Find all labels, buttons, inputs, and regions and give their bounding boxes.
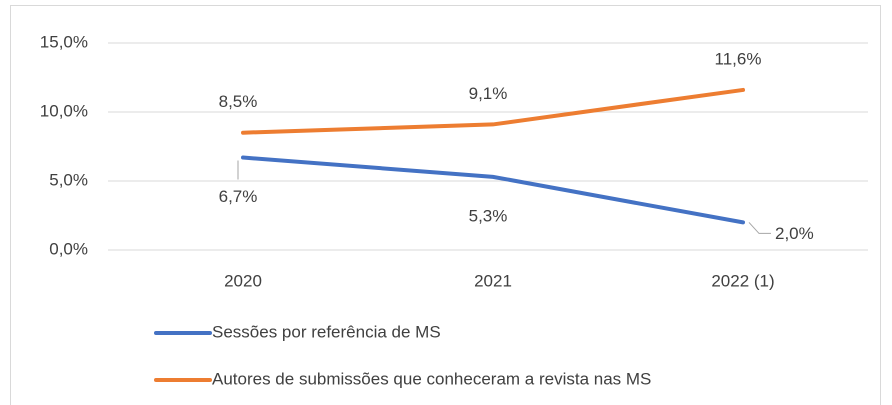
line-series bbox=[241, 155, 745, 225]
data-label: 11,6% bbox=[715, 49, 762, 68]
legend-label: Sessões por referência de MS bbox=[212, 322, 441, 341]
data-label: 6,7% bbox=[219, 187, 258, 206]
y-tick-label: 10,0% bbox=[40, 101, 88, 120]
y-tick-label: 0,0% bbox=[49, 239, 88, 258]
legend-label: Autores de submissões que conheceram a r… bbox=[212, 369, 651, 388]
data-label: 2,0% bbox=[775, 224, 814, 243]
data-label: 9,1% bbox=[469, 84, 508, 103]
chart-border bbox=[10, 5, 881, 405]
x-tick-label: 2021 bbox=[474, 271, 512, 290]
line-series bbox=[241, 87, 745, 135]
data-label: 8,5% bbox=[219, 92, 258, 111]
y-tick-label: 15,0% bbox=[40, 32, 88, 51]
y-tick-label: 5,0% bbox=[49, 170, 88, 189]
leader-line bbox=[748, 222, 771, 234]
data-label: 5,3% bbox=[469, 206, 508, 225]
x-tick-label: 2022 (1) bbox=[711, 271, 774, 290]
x-tick-label: 2020 bbox=[224, 271, 262, 290]
